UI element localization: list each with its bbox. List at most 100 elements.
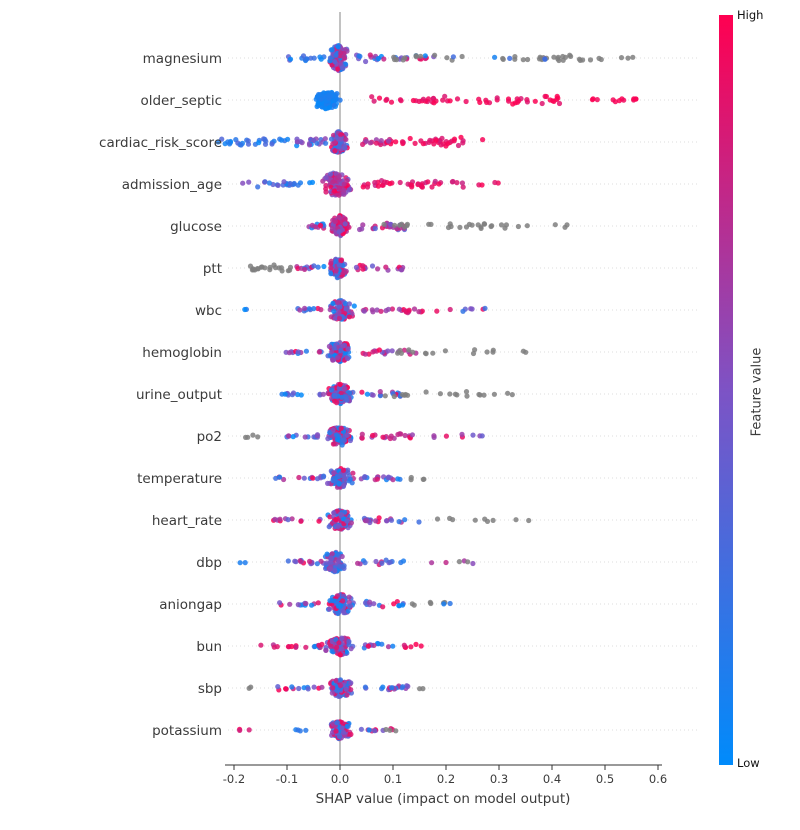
scatter-point <box>286 433 292 439</box>
feature-row <box>258 635 424 658</box>
scatter-point <box>331 102 337 108</box>
scatter-point <box>447 391 453 397</box>
scatter-point <box>335 355 341 361</box>
scatter-point <box>425 179 431 185</box>
scatter-point <box>555 95 561 101</box>
scatter-point <box>334 688 340 694</box>
scatter-point <box>341 472 347 478</box>
scatter-point <box>363 58 369 65</box>
scatter-point <box>320 474 327 480</box>
scatter-point <box>441 601 447 607</box>
scatter-point <box>332 148 338 154</box>
scatter-point <box>250 432 256 438</box>
scatter-point <box>343 686 349 692</box>
scatter-point <box>337 97 343 103</box>
scatter-point <box>361 308 367 314</box>
scatter-point <box>373 558 379 565</box>
scatter-point <box>362 560 368 566</box>
scatter-point <box>406 307 412 313</box>
scatter-point <box>379 641 385 647</box>
scatter-point <box>316 518 322 524</box>
scatter-point <box>633 96 639 102</box>
scatter-point <box>346 187 352 193</box>
scatter-point <box>225 139 231 145</box>
scatter-point <box>428 221 434 227</box>
scatter-point <box>291 180 297 187</box>
scatter-point <box>346 638 352 645</box>
scatter-point <box>375 266 381 272</box>
scatter-point <box>347 603 353 609</box>
scatter-point <box>303 644 309 650</box>
feature-label: hemoglobin <box>142 345 222 361</box>
scatter-point <box>367 140 373 146</box>
feature-label: ptt <box>203 261 222 277</box>
scatter-point <box>362 474 368 480</box>
scatter-point <box>460 138 466 144</box>
scatter-point <box>503 222 509 228</box>
scatter-point <box>318 96 324 102</box>
scatter-point <box>523 349 529 355</box>
scatter-point <box>420 96 426 102</box>
scatter-point <box>478 225 484 231</box>
scatter-point <box>331 345 337 351</box>
scatter-point <box>382 393 388 399</box>
scatter-point <box>328 555 334 561</box>
scatter-point <box>323 140 329 146</box>
scatter-point <box>387 181 393 187</box>
scatter-point <box>351 303 357 309</box>
colorbar-axis-label: Feature value <box>749 347 765 437</box>
scatter-point <box>283 686 289 692</box>
scatter-point <box>343 300 349 307</box>
scatter-point <box>346 314 352 320</box>
colorbar-gradient <box>719 15 733 765</box>
scatter-point <box>298 392 304 398</box>
scatter-point <box>423 389 429 395</box>
scatter-point <box>336 480 342 486</box>
scatter-point <box>245 138 251 144</box>
scatter-point <box>338 136 344 142</box>
scatter-point <box>367 599 373 605</box>
scatter-point <box>334 436 341 442</box>
scatter-point <box>343 306 349 312</box>
scatter-point <box>426 139 432 145</box>
scatter-point <box>342 221 348 227</box>
scatter-point <box>336 558 342 564</box>
scatter-point <box>285 644 291 650</box>
scatter-point <box>347 476 353 482</box>
scatter-point <box>316 349 322 355</box>
scatter-point <box>336 143 342 150</box>
scatter-point <box>339 394 345 400</box>
scatter-point <box>346 301 352 307</box>
scatter-point <box>484 349 490 355</box>
scatter-point <box>364 518 370 524</box>
scatter-point <box>391 393 397 400</box>
scatter-point <box>551 98 557 104</box>
scatter-point <box>336 214 342 220</box>
scatter-point <box>286 350 292 356</box>
scatter-point <box>330 478 336 484</box>
scatter-point <box>373 518 379 524</box>
scatter-point <box>285 136 291 142</box>
scatter-point <box>459 53 465 60</box>
scatter-point <box>376 347 382 353</box>
scatter-point <box>387 559 393 565</box>
scatter-point <box>359 389 365 395</box>
scatter-point <box>328 265 334 271</box>
scatter-point <box>344 432 350 438</box>
scatter-point <box>479 182 485 188</box>
scatter-point <box>303 600 309 607</box>
scatter-point <box>327 55 333 61</box>
scatter-point <box>450 517 456 523</box>
scatter-point <box>625 55 631 61</box>
scatter-point <box>289 684 295 690</box>
scatter-point <box>336 693 342 700</box>
scatter-point <box>282 391 288 397</box>
scatter-point <box>395 350 401 356</box>
scatter-point <box>273 475 279 481</box>
scatter-point <box>367 52 373 58</box>
scatter-point <box>333 52 339 58</box>
scatter-point <box>314 140 320 146</box>
scatter-point <box>587 57 594 63</box>
scatter-point <box>381 221 387 227</box>
